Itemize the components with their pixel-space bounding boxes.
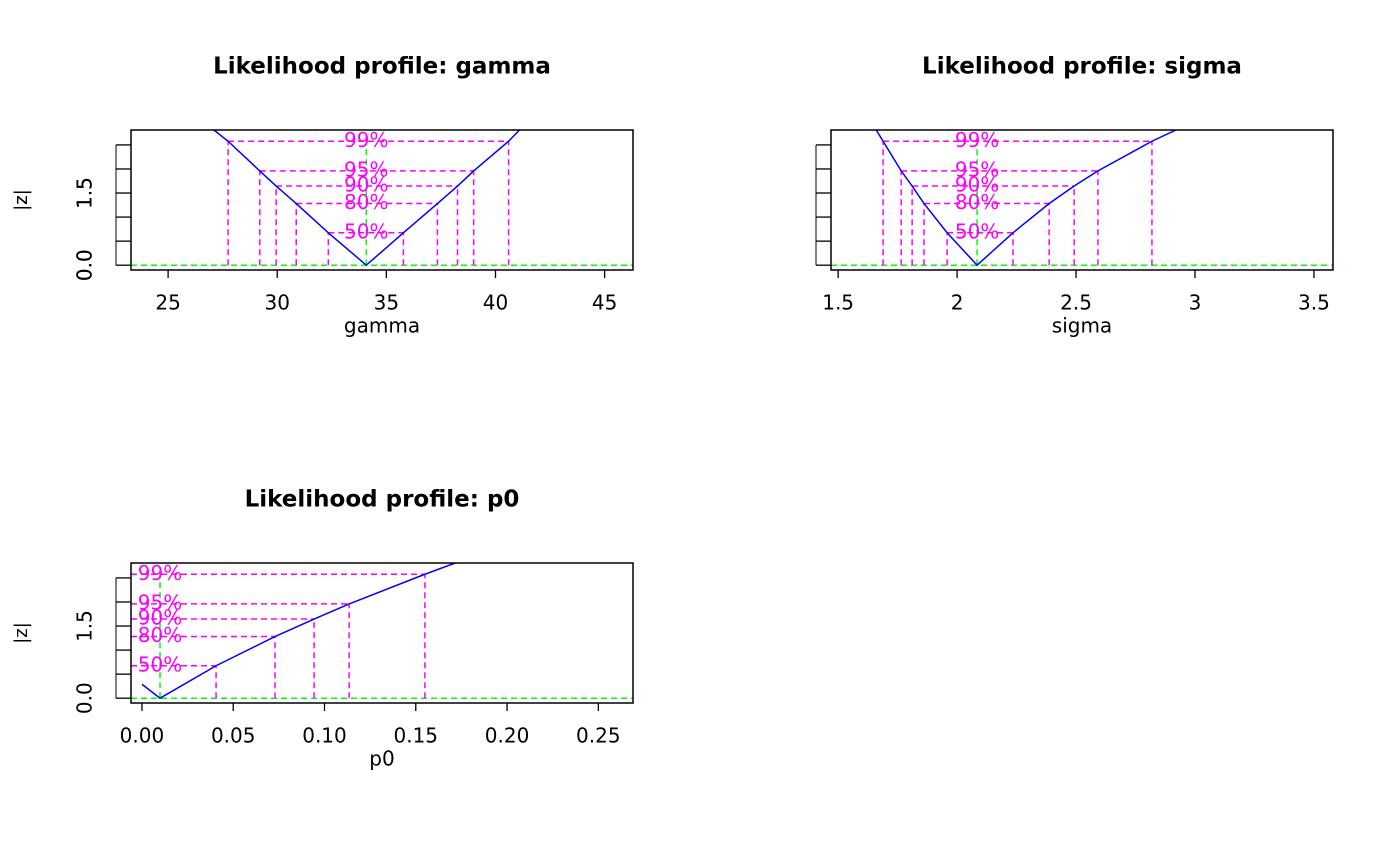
profile-line	[213, 130, 521, 267]
y-tick-label: 0.0	[73, 249, 97, 281]
x-tick-label: 40	[483, 291, 508, 315]
y-axis-label: |z|	[11, 189, 32, 211]
y-tick-label: 1.5	[73, 177, 97, 209]
x-tick-label: 3.5	[1298, 291, 1330, 315]
y-tick-label: 0.0	[73, 682, 97, 714]
x-tick-label: 0.20	[485, 724, 530, 748]
plot-box	[130, 562, 634, 704]
x-tick-label: 25	[155, 291, 180, 315]
y-axis-label: |z|	[11, 189, 32, 211]
level-label: 50%	[955, 219, 999, 243]
chart-title: Likelihood profile: sigma	[922, 54, 1242, 80]
level-label: 50%	[138, 652, 182, 676]
plot-area	[131, 130, 633, 267]
panel: Likelihood profile: gamma gamma |z| 25 30 35 4…	[11, 54, 634, 338]
plot-area	[831, 130, 1333, 267]
y-tick-label: 1.5	[73, 177, 97, 209]
level-label: 90%	[344, 173, 388, 197]
x-tick-label: 0.05	[211, 724, 256, 748]
x-tick-label: 0.15	[394, 724, 439, 748]
x-tick-label: 2.5	[1060, 291, 1092, 315]
plot-area	[131, 563, 633, 700]
y-tick-label: 0.0	[73, 249, 97, 281]
level-label: 95%	[344, 157, 388, 181]
x-tick-label: 2	[951, 291, 964, 315]
level-label: 95%	[955, 157, 999, 181]
x-tick-label: 0.10	[302, 724, 347, 748]
panel: Likelihood profile: p0 p0 |z| 0.00 0.05 0.10 0…	[11, 487, 634, 771]
x-tick-label: 1.5	[822, 291, 854, 315]
x-axis-label: sigma	[1052, 314, 1112, 338]
level-label: 95%	[138, 590, 182, 614]
x-tick-label: 30	[265, 291, 290, 315]
profile-line	[875, 130, 1177, 267]
y-tick-label: 1.5	[73, 610, 97, 642]
level-label: 99%	[344, 128, 388, 152]
level-label: 99%	[138, 561, 182, 585]
level-label: 99%	[955, 128, 999, 152]
x-tick-label: 0.00	[120, 724, 165, 748]
level-label: 90%	[138, 606, 182, 630]
x-axis-label: p0	[369, 747, 394, 771]
chart-title: Likelihood profile: p0	[245, 487, 520, 513]
level-label: 80%	[955, 190, 999, 214]
x-tick-label: 45	[592, 291, 617, 315]
y-axis-label: |z|	[11, 622, 32, 644]
level-label: 80%	[138, 623, 182, 647]
profile-line	[141, 563, 456, 700]
x-axis-label: gamma	[344, 314, 420, 338]
x-tick-label: 0.25	[576, 724, 621, 748]
chart-title: Likelihood profile: gamma	[213, 54, 551, 80]
panel: Likelihood profile: sigma sigma |z| 1.5 2 2.5…	[11, 54, 1334, 338]
level-label: 50%	[344, 219, 388, 243]
level-label: 90%	[955, 173, 999, 197]
level-label: 80%	[344, 190, 388, 214]
x-tick-label: 3	[1189, 291, 1202, 315]
plot-box	[830, 129, 1334, 271]
plot-box	[130, 129, 634, 271]
x-tick-label: 35	[374, 291, 399, 315]
